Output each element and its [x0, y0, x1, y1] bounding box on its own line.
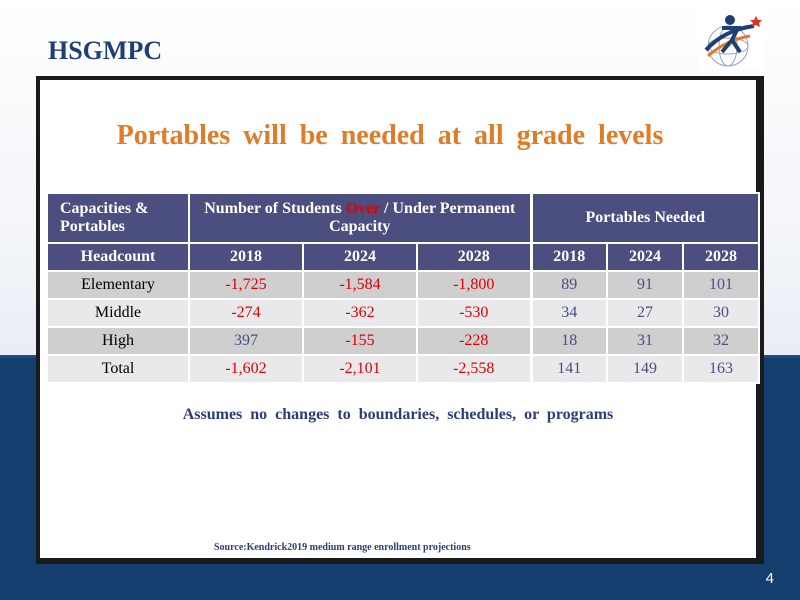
year-header: 2024 — [607, 243, 683, 271]
table-row: Middle -274 -362 -530 34 27 30 — [47, 299, 759, 327]
students-cell: -274 — [189, 299, 303, 327]
students-header: Number of Students Over / Under Permanen… — [189, 193, 531, 243]
students-cell: -155 — [303, 327, 417, 355]
portables-cell: 31 — [607, 327, 683, 355]
assumption-note: Assumes no changes to boundaries, schedu… — [40, 406, 756, 424]
portables-cell: 101 — [683, 271, 759, 299]
students-cell: -228 — [417, 327, 531, 355]
students-header-pre: Number of Students — [204, 200, 346, 217]
corner-header-line2: Portables — [60, 218, 125, 235]
row-label: Elementary — [47, 271, 189, 299]
portables-cell: 91 — [607, 271, 683, 299]
students-header-over: Over — [346, 200, 380, 217]
headcount-label: Headcount — [47, 243, 189, 271]
portables-header: Portables Needed — [531, 193, 759, 243]
table-row: Elementary -1,725 -1,584 -1,800 89 91 10… — [47, 271, 759, 299]
table-row: Total -1,602 -2,101 -2,558 141 149 163 — [47, 355, 759, 383]
students-cell: -1,725 — [189, 271, 303, 299]
row-label: Middle — [47, 299, 189, 327]
portables-cell: 141 — [531, 355, 607, 383]
students-cell: -2,558 — [417, 355, 531, 383]
students-cell: -1,602 — [189, 355, 303, 383]
slide-number: 4 — [766, 570, 774, 587]
row-label: Total — [47, 355, 189, 383]
portables-cell: 163 — [683, 355, 759, 383]
year-header: 2028 — [683, 243, 759, 271]
portables-cell: 30 — [683, 299, 759, 327]
source-note: Source:Kendrick2019 medium range enrollm… — [214, 542, 471, 553]
slide-heading: Portables will be needed at all grade le… — [40, 120, 740, 152]
students-cell: 397 — [189, 327, 303, 355]
corner-header-line1: Capacities & — [60, 200, 148, 217]
table-row: High 397 -155 -228 18 31 32 — [47, 327, 759, 355]
students-cell: -1,584 — [303, 271, 417, 299]
capacity-table: Capacities & Portables Number of Student… — [46, 192, 760, 384]
header-title: HSGMPC — [48, 36, 162, 66]
students-cell: -2,101 — [303, 355, 417, 383]
runner-star-logo-icon — [698, 6, 764, 70]
students-cell: -362 — [303, 299, 417, 327]
students-cell: -1,800 — [417, 271, 531, 299]
year-header: 2018 — [189, 243, 303, 271]
portables-cell: 149 — [607, 355, 683, 383]
year-header: 2024 — [303, 243, 417, 271]
year-header: 2018 — [531, 243, 607, 271]
corner-header: Capacities & Portables — [47, 193, 189, 243]
row-label: High — [47, 327, 189, 355]
portables-cell: 89 — [531, 271, 607, 299]
portables-cell: 27 — [607, 299, 683, 327]
portables-cell: 34 — [531, 299, 607, 327]
portables-cell: 32 — [683, 327, 759, 355]
year-header: 2028 — [417, 243, 531, 271]
portables-cell: 18 — [531, 327, 607, 355]
students-cell: -530 — [417, 299, 531, 327]
